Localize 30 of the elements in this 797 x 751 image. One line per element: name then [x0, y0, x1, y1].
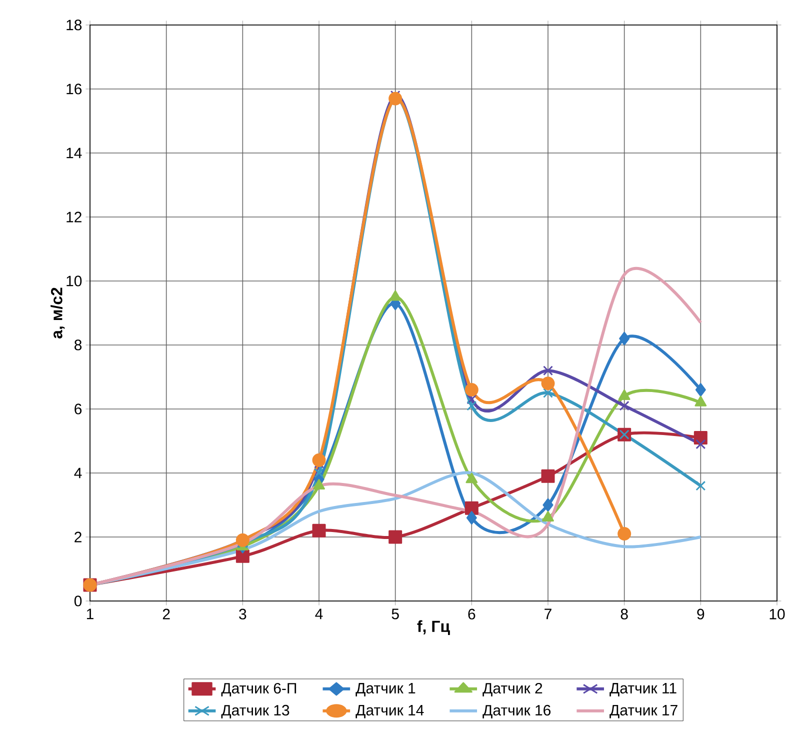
x-tick-label: 3: [239, 608, 246, 620]
x-tick-label: 5: [392, 608, 399, 620]
x-tick-label: 10: [770, 608, 785, 620]
legend-label: Датчик 11: [610, 683, 676, 696]
legend-label: Датчик 13: [221, 704, 290, 718]
y-tick-label: 14: [66, 148, 82, 158]
y-tick-label: 8: [74, 340, 82, 350]
y-tick-label: 16: [66, 84, 82, 94]
legend-label: Датчик 6-П: [221, 682, 296, 696]
x-axis-title: f, Гц: [417, 620, 450, 636]
x-tick-label: 7: [544, 608, 552, 620]
y-tick-label: 12: [66, 212, 82, 222]
y-tick-label: 4: [74, 468, 82, 478]
legend-label: Датчик 17: [610, 704, 678, 718]
y-tick-label: 2: [74, 532, 82, 542]
x-tick-label: 2: [162, 608, 170, 620]
y-tick-label: 10: [66, 276, 82, 286]
legend-label: Датчик 14: [356, 704, 424, 718]
legend-label: Датчик 16: [482, 704, 551, 718]
legend-label: Датчик 2: [482, 682, 542, 696]
x-tick-label: 4: [315, 608, 323, 620]
x-tick-label: 6: [468, 608, 476, 620]
x-tick-label: 8: [620, 608, 628, 620]
y-tick-label: 0: [74, 596, 82, 606]
y-tick-label: 6: [74, 404, 82, 414]
legend-label: Датчик 1: [356, 683, 416, 696]
y-tick-label: 18: [66, 20, 82, 30]
x-tick-label: 1: [86, 608, 94, 620]
y-axis-title: a, м/с2: [50, 288, 65, 338]
x-tick-label: 9: [697, 608, 704, 620]
